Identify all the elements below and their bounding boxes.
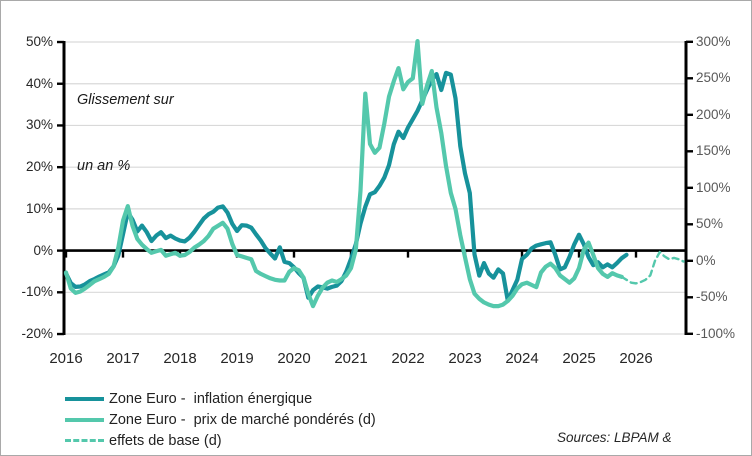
x-axis-year-label: 2021 — [334, 350, 368, 367]
legend-label: effets de base (d) — [109, 432, 222, 449]
right-axis-label: -50% — [696, 289, 728, 305]
legend-item-market-prices: Zone Euro - prix de marché pondérés (d) — [65, 409, 376, 430]
right-axis-label: 150% — [696, 143, 731, 159]
x-axis-year-label: 2020 — [277, 350, 311, 367]
x-axis-year-label: 2025 — [562, 350, 596, 367]
left-axis-label: 50% — [25, 34, 53, 50]
legend-label: Zone Euro - prix de marché pondérés (d) — [109, 411, 376, 428]
legend-line-solid-dark-icon — [65, 396, 104, 401]
x-axis-year-label: 2019 — [220, 350, 254, 367]
x-axis-year-label: 2017 — [106, 350, 140, 367]
chart-legend: Zone Euro - inflation énergique Zone Eur… — [65, 388, 376, 451]
series-lines — [63, 38, 685, 309]
right-axis-label: 250% — [696, 70, 731, 86]
left-axis-label: 0% — [33, 242, 53, 258]
series-right — [63, 38, 624, 309]
right-axis-label: 200% — [696, 106, 731, 122]
left-axis-label: 40% — [25, 75, 53, 91]
legend-item-energy-inflation: Zone Euro - inflation énergique — [65, 388, 376, 409]
x-axis-year-label: 2016 — [49, 350, 83, 367]
x-axis-year-label: 2023 — [448, 350, 482, 367]
annotation-line1: Glissement sur — [77, 92, 174, 108]
right-axis-label: 50% — [696, 216, 724, 232]
left-axis-label: 10% — [25, 200, 53, 216]
right-axis-label: -100% — [696, 325, 736, 341]
sources-line1: Sources: LBPAM & — [557, 430, 672, 445]
chart-annotation: Glissement sur un an % — [77, 45, 174, 221]
x-axis-year-label: 2018 — [163, 350, 197, 367]
right-axis-label: 0% — [696, 252, 716, 268]
right-axis-label: 100% — [696, 179, 731, 195]
legend-label: Zone Euro - inflation énergique — [109, 390, 313, 407]
x-axis-year-label: 2026 — [619, 350, 653, 367]
legend-line-dashed-icon — [65, 439, 104, 442]
annotation-line2: un an % — [77, 158, 131, 174]
left-axis-label: -20% — [21, 326, 53, 342]
legend-line-solid-light-icon — [65, 417, 104, 422]
x-axis-year-label: 2022 — [391, 350, 425, 367]
left-axis-label: -10% — [21, 284, 53, 300]
series-dashed — [620, 250, 685, 285]
sources-note: Sources: LBPAM & Bloomberg — [557, 390, 672, 455]
left-axis-label: 20% — [25, 159, 53, 175]
gridlines — [64, 41, 686, 335]
right-axis-label: 300% — [696, 33, 731, 49]
x-axis-year-label: 2024 — [505, 350, 539, 367]
legend-item-base-effects: effets de base (d) — [65, 430, 376, 451]
left-axis-label: 30% — [25, 117, 53, 133]
series-left — [63, 70, 629, 303]
